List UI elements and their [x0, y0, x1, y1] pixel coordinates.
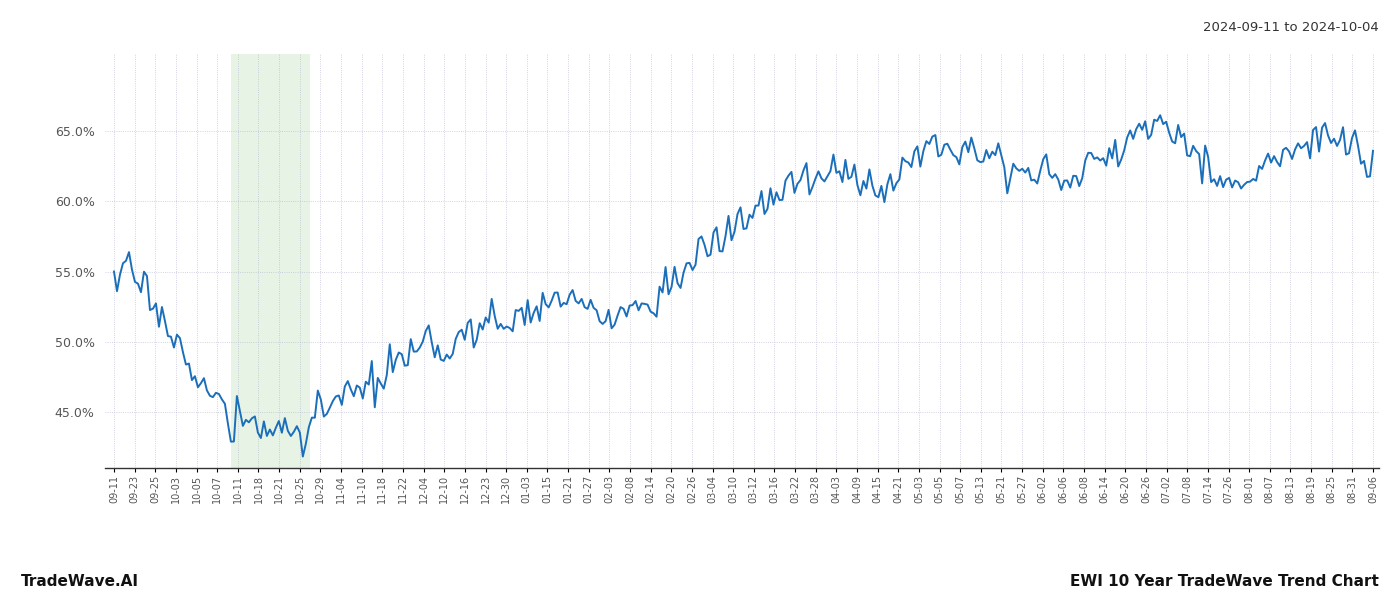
Text: 2024-09-11 to 2024-10-04: 2024-09-11 to 2024-10-04 [1203, 21, 1379, 34]
Text: TradeWave.AI: TradeWave.AI [21, 574, 139, 589]
Text: EWI 10 Year TradeWave Trend Chart: EWI 10 Year TradeWave Trend Chart [1070, 574, 1379, 589]
Bar [231, 54, 309, 468]
